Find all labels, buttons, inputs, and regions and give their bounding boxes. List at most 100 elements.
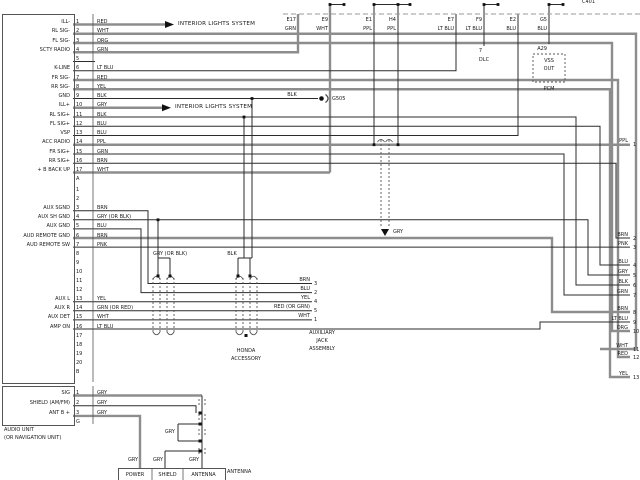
interior-lights-label: INTERIOR LIGHTS SYSTEM bbox=[175, 104, 253, 110]
wire-color-label: ORG bbox=[97, 37, 109, 44]
top-connector-id: E1 bbox=[365, 17, 372, 23]
aux-jack-assembly-caption: ASSEMBLY bbox=[309, 346, 335, 352]
wire-color-label: GRY bbox=[164, 429, 175, 435]
jack-wire-color: BLU bbox=[300, 286, 310, 293]
pin-number: 1 bbox=[76, 187, 80, 193]
pin-number: G bbox=[76, 418, 80, 425]
pin-label: ACC RADIO bbox=[42, 139, 70, 146]
wire-color-label: BLU bbox=[506, 26, 516, 32]
pin-number: A bbox=[76, 176, 80, 183]
pin-number: 20 bbox=[76, 359, 83, 366]
wire-color-label: LT BLU bbox=[437, 26, 454, 32]
right-exit-number: 9 bbox=[633, 319, 637, 326]
jack-wire-number: 3 bbox=[314, 280, 318, 287]
pin-label: FR SIG- bbox=[51, 74, 70, 81]
right-exit-color: BLU bbox=[618, 258, 628, 265]
pin-label: GND bbox=[58, 93, 70, 99]
pin-number: 7 bbox=[478, 48, 482, 54]
wire-color-label: BLU bbox=[97, 130, 107, 136]
pin-number: 6 bbox=[76, 65, 80, 72]
pin-label: RL SIG+ bbox=[49, 111, 70, 118]
pin-label: AUX DET bbox=[47, 314, 70, 321]
wire-color-label: GRN bbox=[97, 46, 109, 53]
pin-label: VSP bbox=[60, 130, 70, 136]
pin-number: 14 bbox=[76, 139, 83, 146]
pin-number: 1 bbox=[76, 19, 80, 25]
pin-number: 11 bbox=[76, 111, 83, 118]
pin-label: AMP ON bbox=[49, 323, 70, 330]
antenna-box-pin-label: POWER bbox=[125, 471, 145, 478]
pin-label: AUD REMOTE GND bbox=[23, 232, 70, 239]
pin-number: 14 bbox=[76, 305, 83, 312]
right-exit-number: 3 bbox=[633, 244, 637, 251]
wire-color-label: BRN bbox=[97, 157, 108, 164]
pin-number: 6 bbox=[76, 232, 80, 239]
pin-label: FL SIG+ bbox=[50, 120, 70, 127]
antenna-box-pin-label: ANTENNA bbox=[191, 471, 216, 478]
pin-label: SIG bbox=[61, 390, 70, 396]
pin-number: 17 bbox=[76, 167, 83, 173]
top-connector-id: E9 bbox=[321, 17, 328, 23]
wire-color-label: GRY (OR BLK) bbox=[97, 214, 132, 221]
pin-number: 5 bbox=[76, 223, 80, 230]
wire-color-label: GRY bbox=[97, 410, 108, 417]
pin-label: K-LINE bbox=[54, 65, 70, 72]
wire-color-label: LT BLU bbox=[465, 26, 482, 32]
pin-label: FR SIG+ bbox=[49, 148, 70, 155]
audio-unit-antenna-box bbox=[2, 386, 75, 426]
pin-label: AUX R bbox=[54, 305, 70, 312]
pin-number: 19 bbox=[76, 350, 83, 357]
wire-color-label: BLU bbox=[537, 26, 547, 32]
wire-color-label: YEL bbox=[97, 296, 106, 303]
pin-number: 16 bbox=[76, 157, 83, 164]
wire-color-label: BRN bbox=[97, 205, 108, 212]
right-exit-number: 13 bbox=[633, 374, 640, 381]
wire-color-label: BLU bbox=[97, 120, 107, 127]
pin-number: 2 bbox=[76, 196, 80, 203]
pin-label: ILL+ bbox=[58, 102, 70, 109]
right-exit-number: 12 bbox=[633, 354, 640, 361]
honda-accessory-caption: HONDA bbox=[236, 348, 256, 354]
pcm-label: PCM bbox=[543, 86, 555, 92]
pin-label: AUX L bbox=[55, 296, 70, 303]
pin-label: FL SIG- bbox=[52, 37, 70, 44]
antenna-box-pin-label: SHIELD bbox=[158, 471, 177, 478]
wire-color-label: BLU bbox=[97, 223, 107, 230]
shield-drain-label: GRY bbox=[393, 229, 404, 235]
pin-label: ANT B + bbox=[48, 410, 70, 417]
pin-number: 18 bbox=[76, 341, 83, 348]
wire-color-label: LT BLU bbox=[97, 323, 114, 330]
right-exit-color: ORG bbox=[616, 324, 628, 331]
wire-color-label: GRN bbox=[97, 148, 109, 155]
pin-number: 7 bbox=[76, 241, 80, 248]
pin-label: RR SIG+ bbox=[48, 157, 70, 164]
right-exit-number: 6 bbox=[633, 282, 637, 289]
top-connector-id: G5 bbox=[539, 17, 547, 23]
pin-number: 1 bbox=[76, 390, 80, 396]
wire-color-label: RED bbox=[97, 74, 108, 81]
right-exit-color: BLK bbox=[618, 278, 629, 285]
right-exit-number: 1 bbox=[633, 142, 637, 149]
top-connector-id: E17 bbox=[286, 17, 296, 23]
interior-lights-label: INTERIOR LIGHTS SYSTEM bbox=[178, 21, 256, 27]
right-exit-color: PNK bbox=[617, 240, 628, 247]
pin-label: ILL- bbox=[61, 19, 70, 25]
pin-number: 17 bbox=[76, 332, 83, 339]
right-exit-color: LT BLU bbox=[611, 315, 628, 322]
wire-color-label: PPL bbox=[97, 139, 106, 146]
shield-wire-label: BLK bbox=[227, 251, 237, 257]
pin-number: 9 bbox=[76, 259, 80, 266]
top-connector-id: F9 bbox=[475, 17, 482, 23]
antenna-sub-unit-box bbox=[118, 468, 226, 480]
pin-number: 12 bbox=[76, 120, 83, 127]
aux-jack-assembly-caption: JACK bbox=[316, 338, 328, 344]
shield-wire-label: GRY (OR BLK) bbox=[152, 251, 188, 257]
wire-color-label: GRY bbox=[97, 102, 108, 109]
wire-color-label: LT BLU bbox=[97, 65, 114, 72]
pin-number: 3 bbox=[76, 205, 80, 212]
pin-label: RR SIG- bbox=[51, 83, 70, 90]
jack-wire-number: 2 bbox=[314, 289, 318, 296]
pin-number: B bbox=[76, 369, 80, 375]
unit-caption: (OR NAVIGATION UNIT) bbox=[4, 435, 62, 441]
pin-number: 2 bbox=[76, 400, 80, 407]
